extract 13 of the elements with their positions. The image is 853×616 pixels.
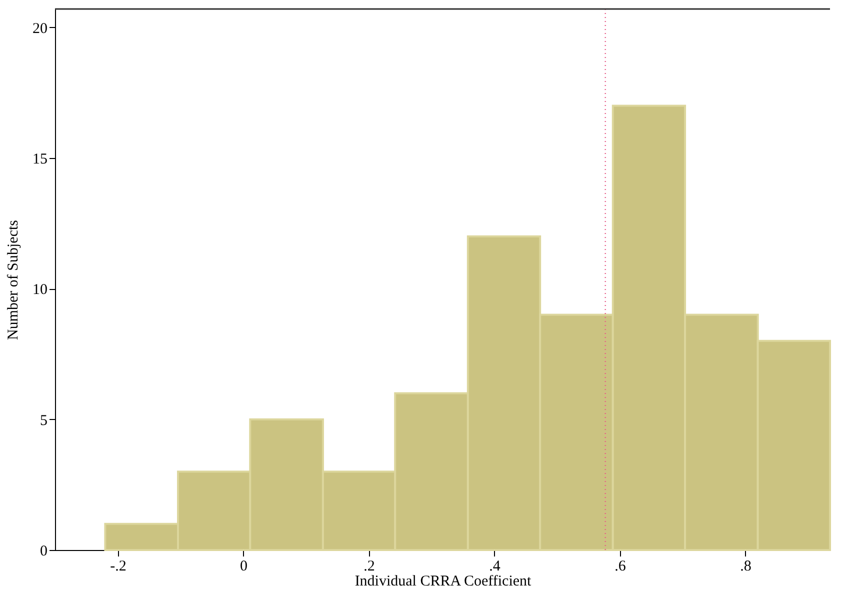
x-tick-label: .4 [489,558,501,574]
x-axis-title: Individual CRRA Coefficient [354,574,532,590]
y-tick-label: 5 [40,412,48,429]
y-tick-label: 15 [32,151,48,168]
y-tick-label: 0 [40,544,48,560]
x-tick-label: .2 [364,558,375,574]
x-tick-label: .8 [740,558,752,574]
x-tick-label: 0 [240,558,248,574]
y-axis-title: Number of Subjects [6,220,22,340]
x-tick-label: -.2 [110,558,126,574]
x-tick-label: .6 [614,558,626,574]
y-tick-label: 20 [32,20,48,37]
y-tick-label: 10 [32,282,48,298]
